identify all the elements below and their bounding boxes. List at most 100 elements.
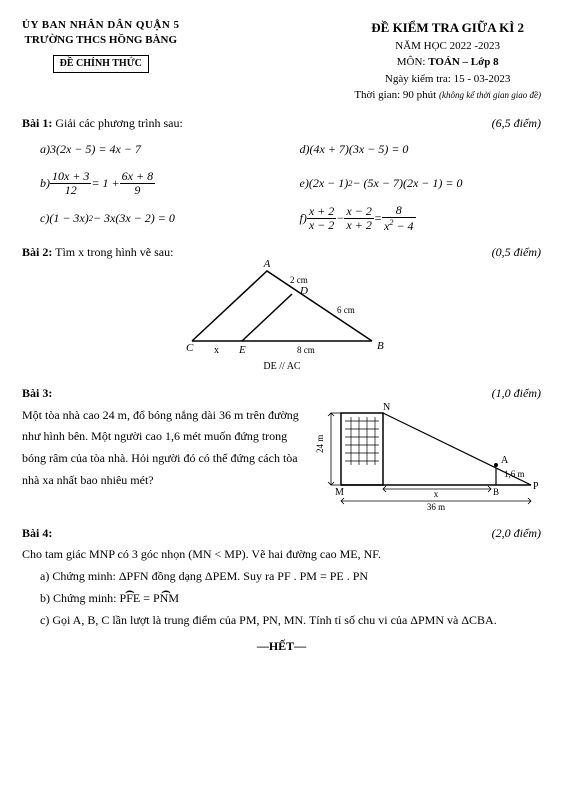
frac-f2-num: x − 2 — [344, 205, 373, 219]
subject-value: TOÁN – Lớp 8 — [428, 56, 498, 68]
bai4-b: b) Chứng minh: PFE = PNM — [40, 589, 541, 607]
bai4-a: a) Chứng minh: ΔPFN đồng dạng ΔPEM. Suy … — [40, 567, 541, 585]
eq-e-p1: (2x − 1) — [309, 176, 348, 191]
eq-d-body: (4x + 7)(3x − 5) = 0 — [310, 142, 409, 157]
exam-date: Ngày kiểm tra: 15 - 03-2023 — [354, 71, 541, 88]
eq-f-minus: − — [336, 211, 344, 226]
bai2-header: Bài 2: Tìm x trong hình vẽ sau: (0,5 điể… — [22, 243, 541, 261]
frac-b1-num: 10x + 3 — [50, 170, 91, 184]
label-AD: 2 cm — [290, 275, 308, 285]
exam-duration-row: Thời gian: 90 phút (không kể thời gian g… — [354, 87, 541, 104]
eq-c-p1: (1 − 3x) — [49, 211, 88, 226]
f3-den-p2: − 4 — [393, 219, 413, 233]
bai1-title-wrap: Bài 1: Giải các phương trình sau: — [22, 114, 183, 132]
end-marker: —HẾT— — [22, 639, 541, 654]
lbl-x: x — [434, 489, 439, 499]
duration-note: (không kể thời gian giao đề) — [439, 90, 541, 100]
eq-a-body: 3(2x − 5) = 4x − 7 — [50, 142, 141, 157]
bai4-b-eq: = — [140, 591, 153, 605]
bai3-body: Một tòa nhà cao 24 m, đổ bóng nắng dài 3… — [22, 401, 541, 516]
frac-f2: x − 2 x + 2 — [344, 205, 373, 232]
bai2-title: Bài 2: — [22, 245, 52, 259]
bai3-header: Bài 3: (1,0 điểm) — [22, 386, 541, 401]
eq-b: b) 10x + 3 12 = 1 + 6x + 8 9 — [40, 170, 282, 198]
frac-f1-den: x − 2 — [307, 219, 336, 232]
label-EB: 8 cm — [297, 345, 315, 355]
label-C: C — [186, 342, 194, 354]
issuer-line1: ỦY BAN NHÂN DÂN QUẬN 5 — [22, 18, 180, 33]
angle1: PFE — [120, 589, 141, 607]
building-diagram: N M A B P 24 m 1,6 m x 36 m — [311, 401, 541, 511]
frac-b1-den: 12 — [50, 184, 91, 197]
lbl-h: 24 m — [315, 435, 325, 453]
eq-d: d) (4x + 7)(3x − 5) = 0 — [300, 136, 542, 164]
eq-c-p2: − 3x(3x − 2) = 0 — [93, 211, 175, 226]
bai4-header: Bài 4: (2,0 điểm) — [22, 526, 541, 541]
exam-title: ĐỀ KIỂM TRA GIỮA KÌ 2 — [354, 18, 541, 38]
official-stamp: ĐỀ CHÍNH THỨC — [53, 55, 149, 73]
bai1-title: Bài 1: — [22, 116, 52, 130]
frac-b2: 6x + 8 9 — [120, 170, 155, 197]
label-x: x — [214, 345, 219, 356]
lbl-P: P — [533, 481, 539, 492]
exam-subject-row: MÔN: TOÁN – Lớp 8 — [354, 54, 541, 71]
lbl-M: M — [335, 487, 344, 498]
bai2-text: Tìm x trong hình vẽ sau: — [52, 245, 173, 259]
eq-c-label: c) — [40, 211, 49, 226]
eq-f-label: f) — [300, 211, 307, 226]
subject-label: MÔN: — [397, 56, 426, 68]
bai4-title: Bài 4: — [22, 526, 52, 541]
frac-b2-den: 9 — [120, 184, 155, 197]
bai2-points: (0,5 điểm) — [492, 245, 541, 260]
bai4-intro: Cho tam giác MNP có 3 góc nhọn (MN < MP)… — [22, 545, 541, 563]
header: ỦY BAN NHÂN DÂN QUẬN 5 TRƯỜNG THCS HỒNG … — [22, 18, 541, 104]
bai2-title-wrap: Bài 2: Tìm x trong hình vẽ sau: — [22, 243, 173, 261]
exam-page: ỦY BAN NHÂN DÂN QUẬN 5 TRƯỜNG THCS HỒNG … — [0, 0, 563, 795]
eq-a: a) 3(2x − 5) = 4x − 7 — [40, 136, 282, 164]
eq-f: f) x + 2 x − 2 − x − 2 x + 2 = 8 x2 − 4 — [300, 204, 542, 233]
bai1-header: Bài 1: Giải các phương trình sau: (6,5 đ… — [22, 114, 541, 132]
lbl-B: B — [493, 487, 499, 497]
lbl-A: A — [501, 455, 509, 466]
bai4-b-pre: b) Chứng minh: — [40, 591, 120, 605]
frac-f3-num: 8 — [382, 204, 416, 218]
lbl-ph: 1,6 m — [504, 469, 525, 479]
bai2-diagram: A D 2 cm 6 cm C E B x 8 cm DE // AC — [22, 261, 541, 376]
eq-b-label: b) — [40, 176, 50, 191]
eq-c: c) (1 − 3x)2 − 3x(3x − 2) = 0 — [40, 204, 282, 233]
eq-d-label: d) — [300, 142, 310, 157]
eq-e-label: e) — [300, 176, 309, 191]
angle2: PNM — [153, 589, 179, 607]
label-E: E — [238, 344, 246, 356]
eq-e-p2: − (5x − 7)(2x − 1) = 0 — [352, 176, 462, 191]
label-A: A — [262, 258, 270, 270]
bai3-diagram: N M A B P 24 m 1,6 m x 36 m — [311, 401, 541, 516]
label-D: D — [299, 285, 308, 297]
lbl-36: 36 m — [427, 502, 445, 512]
label-DB: 6 cm — [337, 305, 355, 315]
frac-f3-den: x2 − 4 — [382, 218, 416, 233]
frac-b2-num: 6x + 8 — [120, 170, 155, 184]
header-left: ỦY BAN NHÂN DÂN QUẬN 5 TRƯỜNG THCS HỒNG … — [22, 18, 180, 104]
triangle-diagram: A D 2 cm 6 cm C E B x 8 cm DE // AC — [172, 261, 392, 371]
exam-year: NĂM HỌC 2022 -2023 — [354, 38, 541, 55]
bai3-points: (1,0 điểm) — [492, 386, 541, 401]
eq-b-mid: = 1 + — [91, 176, 119, 191]
frac-b1: 10x + 3 12 — [50, 170, 91, 197]
eq-e: e) (2x − 1)2 − (5x − 7)(2x − 1) = 0 — [300, 170, 542, 198]
frac-f1: x + 2 x − 2 — [307, 205, 336, 232]
duration-text: Thời gian: 90 phút — [354, 89, 436, 101]
eq-a-label: a) — [40, 142, 50, 157]
issuer-line2: TRƯỜNG THCS HỒNG BÀNG — [22, 33, 180, 48]
lbl-N: N — [383, 402, 390, 413]
frac-f3: 8 x2 − 4 — [382, 204, 416, 233]
bai3-text: Một tòa nhà cao 24 m, đổ bóng nắng dài 3… — [22, 405, 303, 516]
frac-f2-den: x + 2 — [344, 219, 373, 232]
bai3-title: Bài 3: — [22, 386, 52, 401]
eq-f-eq: = — [374, 211, 382, 226]
bai4-c: c) Gọi A, B, C lần lượt là trung điểm củ… — [40, 611, 541, 629]
frac-f1-num: x + 2 — [307, 205, 336, 219]
label-parallel: DE // AC — [263, 361, 301, 372]
header-right: ĐỀ KIỂM TRA GIỮA KÌ 2 NĂM HỌC 2022 -2023… — [354, 18, 541, 104]
bai1-equations: a) 3(2x − 5) = 4x − 7 d) (4x + 7)(3x − 5… — [40, 136, 541, 233]
